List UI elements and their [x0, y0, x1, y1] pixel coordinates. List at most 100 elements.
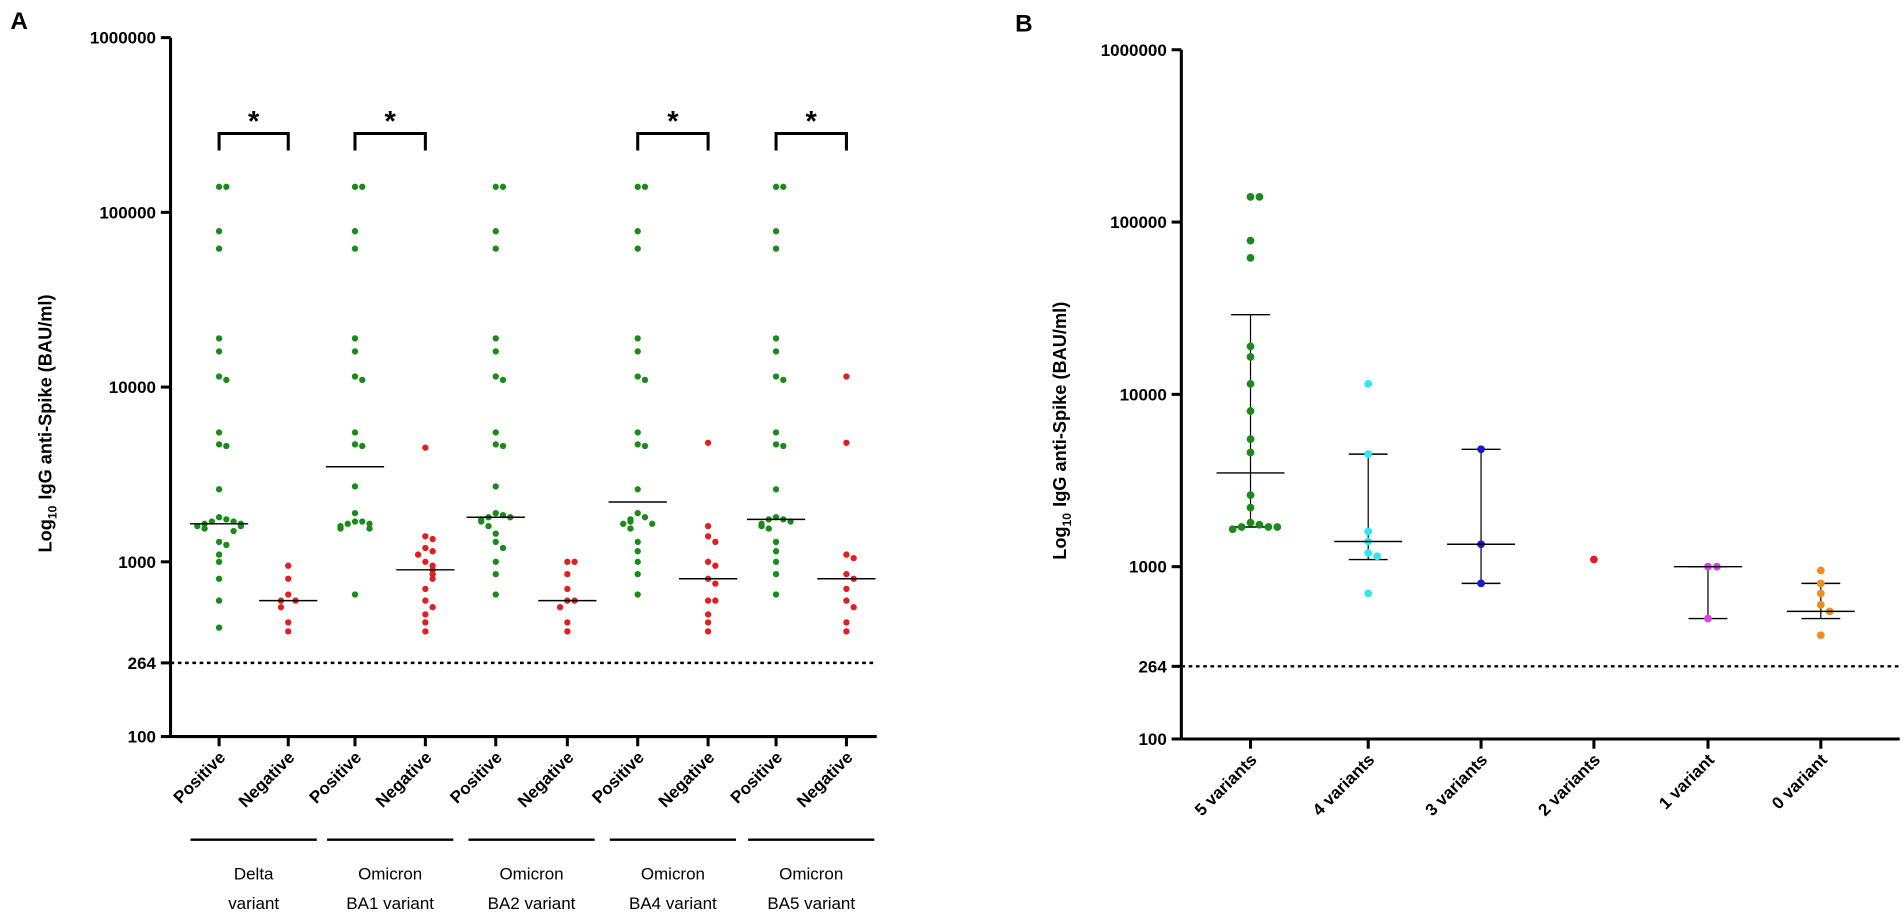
data-point — [843, 551, 850, 558]
y-label-text: IgG anti-Spike (BAU/ml) — [1050, 302, 1070, 507]
data-point — [422, 628, 429, 635]
data-point — [215, 624, 223, 631]
x-tick-label: Positive — [727, 748, 786, 807]
data-point — [492, 591, 499, 598]
data-point — [712, 538, 719, 546]
y-axis-label: Log10 IgG anti-Spike (BAU/ml) — [36, 294, 60, 552]
data-point — [556, 604, 564, 611]
data-point — [843, 571, 850, 578]
data-point — [772, 228, 780, 235]
x-tick-label: Negative — [514, 748, 577, 811]
data-point — [277, 604, 285, 611]
data-point — [478, 518, 485, 525]
data-point — [704, 628, 712, 635]
data-point — [772, 441, 780, 448]
data-point — [285, 591, 292, 598]
data-point — [1246, 518, 1255, 527]
data-point — [780, 376, 787, 384]
y-label-text: IgG anti-Spike (BAU/ml) — [36, 294, 56, 499]
data-point — [1816, 566, 1825, 575]
x-tick-label: Negative — [235, 748, 298, 811]
data-point — [641, 514, 649, 521]
y-label-base: Log — [36, 519, 56, 552]
data-point — [429, 548, 436, 555]
data-point — [194, 523, 201, 530]
y-tick-label: 264 — [1138, 657, 1167, 676]
data-point — [351, 335, 359, 342]
data-point — [704, 533, 712, 540]
data-point — [620, 520, 627, 527]
data-point — [641, 442, 649, 450]
x-tick-label: Negative — [793, 748, 856, 811]
data-point — [215, 558, 223, 565]
data-point — [765, 525, 772, 532]
data-point — [1246, 491, 1255, 500]
data-point — [492, 373, 499, 380]
data-point — [215, 514, 223, 521]
y-tick-label: 1000 — [1129, 558, 1167, 577]
group-label: Omicron — [641, 865, 705, 884]
data-point — [627, 525, 634, 532]
data-point — [1364, 527, 1373, 536]
data-point — [422, 619, 429, 626]
y-tick-label: 264 — [128, 654, 157, 673]
y-tick-label: 10000 — [109, 378, 156, 397]
data-point — [634, 509, 641, 517]
data-point — [344, 520, 351, 527]
data-point — [351, 591, 359, 598]
data-point — [1816, 589, 1825, 598]
data-point — [772, 348, 780, 355]
data-point — [237, 523, 245, 530]
data-point — [215, 538, 223, 546]
data-point — [422, 611, 429, 618]
data-point — [1246, 503, 1255, 512]
data-point — [1373, 552, 1382, 561]
data-point — [359, 183, 366, 190]
data-point — [850, 554, 857, 562]
data-point — [843, 628, 850, 635]
data-point — [712, 562, 719, 569]
data-point — [564, 619, 571, 626]
data-point — [351, 509, 359, 517]
data-point — [223, 183, 230, 190]
data-point — [641, 376, 649, 384]
data-point — [772, 548, 780, 555]
data-point — [215, 441, 223, 448]
data-point — [285, 628, 292, 635]
data-point — [564, 558, 571, 565]
data-point — [634, 228, 641, 235]
data-point — [499, 544, 507, 552]
data-point — [215, 373, 223, 380]
group-label: BA4 variant — [629, 894, 717, 913]
data-point — [634, 183, 641, 190]
data-point — [492, 558, 499, 565]
data-point — [564, 571, 571, 578]
data-point — [772, 591, 780, 598]
data-point — [704, 597, 712, 604]
data-point — [215, 551, 223, 558]
data-point — [492, 429, 499, 436]
data-point — [215, 348, 223, 355]
data-point — [422, 544, 429, 552]
data-point — [499, 376, 507, 384]
data-point — [634, 429, 641, 436]
data-point — [492, 441, 499, 448]
data-point — [772, 245, 780, 252]
data-point — [215, 429, 223, 436]
data-point — [492, 509, 499, 517]
data-point — [337, 525, 344, 532]
data-point — [351, 348, 359, 355]
data-point — [712, 580, 719, 587]
data-point — [1816, 631, 1825, 640]
group-label: Delta — [234, 865, 274, 884]
data-point — [634, 373, 641, 380]
data-point — [215, 335, 223, 342]
significance-label: * — [385, 106, 397, 138]
data-point — [366, 520, 373, 527]
data-point — [704, 439, 712, 446]
data-point — [1816, 601, 1825, 609]
data-point — [1264, 523, 1273, 531]
y-axis-label: Log10 IgG anti-Spike (BAU/ml) — [1050, 302, 1074, 560]
data-point — [223, 541, 230, 549]
